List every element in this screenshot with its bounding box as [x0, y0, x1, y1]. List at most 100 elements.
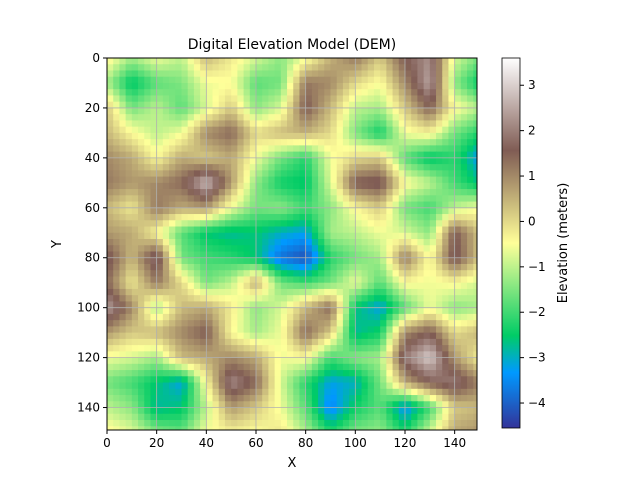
heatmap-cell [255, 182, 263, 190]
heatmap-cell [380, 301, 387, 309]
heatmap-cell [131, 332, 139, 340]
heatmap-cell [150, 301, 158, 309]
heatmap-cell [224, 357, 232, 365]
heatmap-cell [380, 395, 387, 402]
heatmap-cell [311, 95, 319, 103]
heatmap-cell [373, 251, 381, 259]
heatmap-cell [336, 214, 344, 221]
y-tick-label: 40 [85, 151, 100, 165]
heatmap-cell [131, 157, 139, 165]
heatmap-cell [125, 295, 133, 303]
heatmap-cell [355, 182, 363, 190]
heatmap-cell [473, 195, 477, 203]
heatmap-cell [274, 107, 282, 115]
heatmap-cell [417, 370, 425, 377]
heatmap-cell [386, 189, 394, 196]
heatmap-cell [398, 295, 406, 303]
heatmap-cell [224, 276, 232, 284]
heatmap-cell [268, 407, 276, 415]
heatmap-cell [231, 357, 238, 365]
heatmap-cell [460, 157, 468, 165]
heatmap-cell [237, 189, 245, 196]
heatmap-cell [212, 95, 220, 103]
heatmap-cell [293, 76, 301, 84]
heatmap-cell [454, 201, 462, 209]
heatmap-cell [212, 307, 220, 315]
heatmap-cell [324, 176, 332, 184]
heatmap-cell [349, 214, 356, 221]
heatmap-cell [380, 345, 387, 352]
heatmap-cell [460, 345, 468, 352]
heatmap-cell [200, 407, 207, 415]
heatmap-cell [448, 288, 456, 296]
heatmap-cell [119, 401, 127, 409]
heatmap-cell [169, 338, 176, 346]
heatmap-cell [156, 382, 164, 390]
heatmap-cell [119, 220, 127, 228]
heatmap-cell [299, 176, 307, 184]
heatmap-cell [293, 207, 301, 215]
heatmap-cell [436, 139, 443, 146]
heatmap-cell [162, 426, 170, 430]
heatmap-cell [373, 132, 381, 140]
heatmap-cell [255, 307, 263, 315]
heatmap-cell [411, 413, 418, 421]
heatmap-cell [467, 326, 474, 334]
heatmap-cell [231, 413, 238, 421]
heatmap-cell [131, 132, 139, 140]
heatmap-cell [417, 363, 425, 371]
heatmap-cell [473, 232, 477, 240]
heatmap-cell [231, 101, 238, 109]
heatmap-cell [218, 407, 226, 415]
heatmap-cell [299, 164, 307, 171]
heatmap-cell [411, 126, 418, 134]
heatmap-cell [411, 114, 418, 122]
heatmap-cell [200, 413, 207, 421]
heatmap-cell [107, 157, 114, 165]
heatmap-cell [411, 270, 418, 278]
heatmap-cell [107, 189, 114, 196]
heatmap-cell [200, 170, 207, 178]
heatmap-cell [293, 288, 301, 296]
heatmap-cell [255, 251, 263, 259]
heatmap-cell [212, 295, 220, 303]
heatmap-cell [268, 126, 276, 134]
heatmap-cell [274, 220, 282, 228]
heatmap-cell [473, 214, 477, 221]
heatmap-cell [231, 139, 238, 146]
heatmap-cell [355, 357, 363, 365]
heatmap-cell [156, 195, 164, 203]
heatmap-cell [448, 363, 456, 371]
heatmap-cell [429, 76, 437, 84]
heatmap-cell [131, 239, 139, 246]
heatmap-cell [342, 270, 350, 278]
heatmap-cell [336, 189, 344, 196]
heatmap-cell [131, 276, 139, 284]
heatmap-cell [460, 139, 468, 146]
heatmap-cell [206, 320, 214, 327]
heatmap-cell [162, 239, 170, 246]
heatmap-cell [367, 95, 375, 103]
colorbar-tick-label: −4 [528, 396, 546, 410]
heatmap-cell [224, 76, 232, 84]
heatmap-cell [131, 176, 139, 184]
x-axis-ticks: 0 20 40 60 80 100 120 140 [103, 430, 466, 450]
heatmap-cell [367, 139, 375, 146]
heatmap-cell [311, 226, 319, 234]
heatmap-cell [181, 232, 189, 240]
heatmap-cell [293, 120, 301, 128]
heatmap-cell [212, 220, 220, 228]
heatmap-cell [386, 239, 394, 246]
heatmap-cell [330, 89, 338, 97]
heatmap-cell [113, 270, 121, 278]
heatmap-cell [293, 170, 301, 178]
heatmap-cell [175, 307, 183, 315]
heatmap-cell [386, 139, 394, 146]
heatmap-cell [255, 120, 263, 128]
heatmap-cell [218, 345, 226, 352]
heatmap-cell [380, 276, 387, 284]
heatmap-cell [249, 176, 257, 184]
heatmap-cell [187, 89, 195, 97]
heatmap-cell [138, 270, 145, 278]
heatmap-cell [342, 232, 350, 240]
